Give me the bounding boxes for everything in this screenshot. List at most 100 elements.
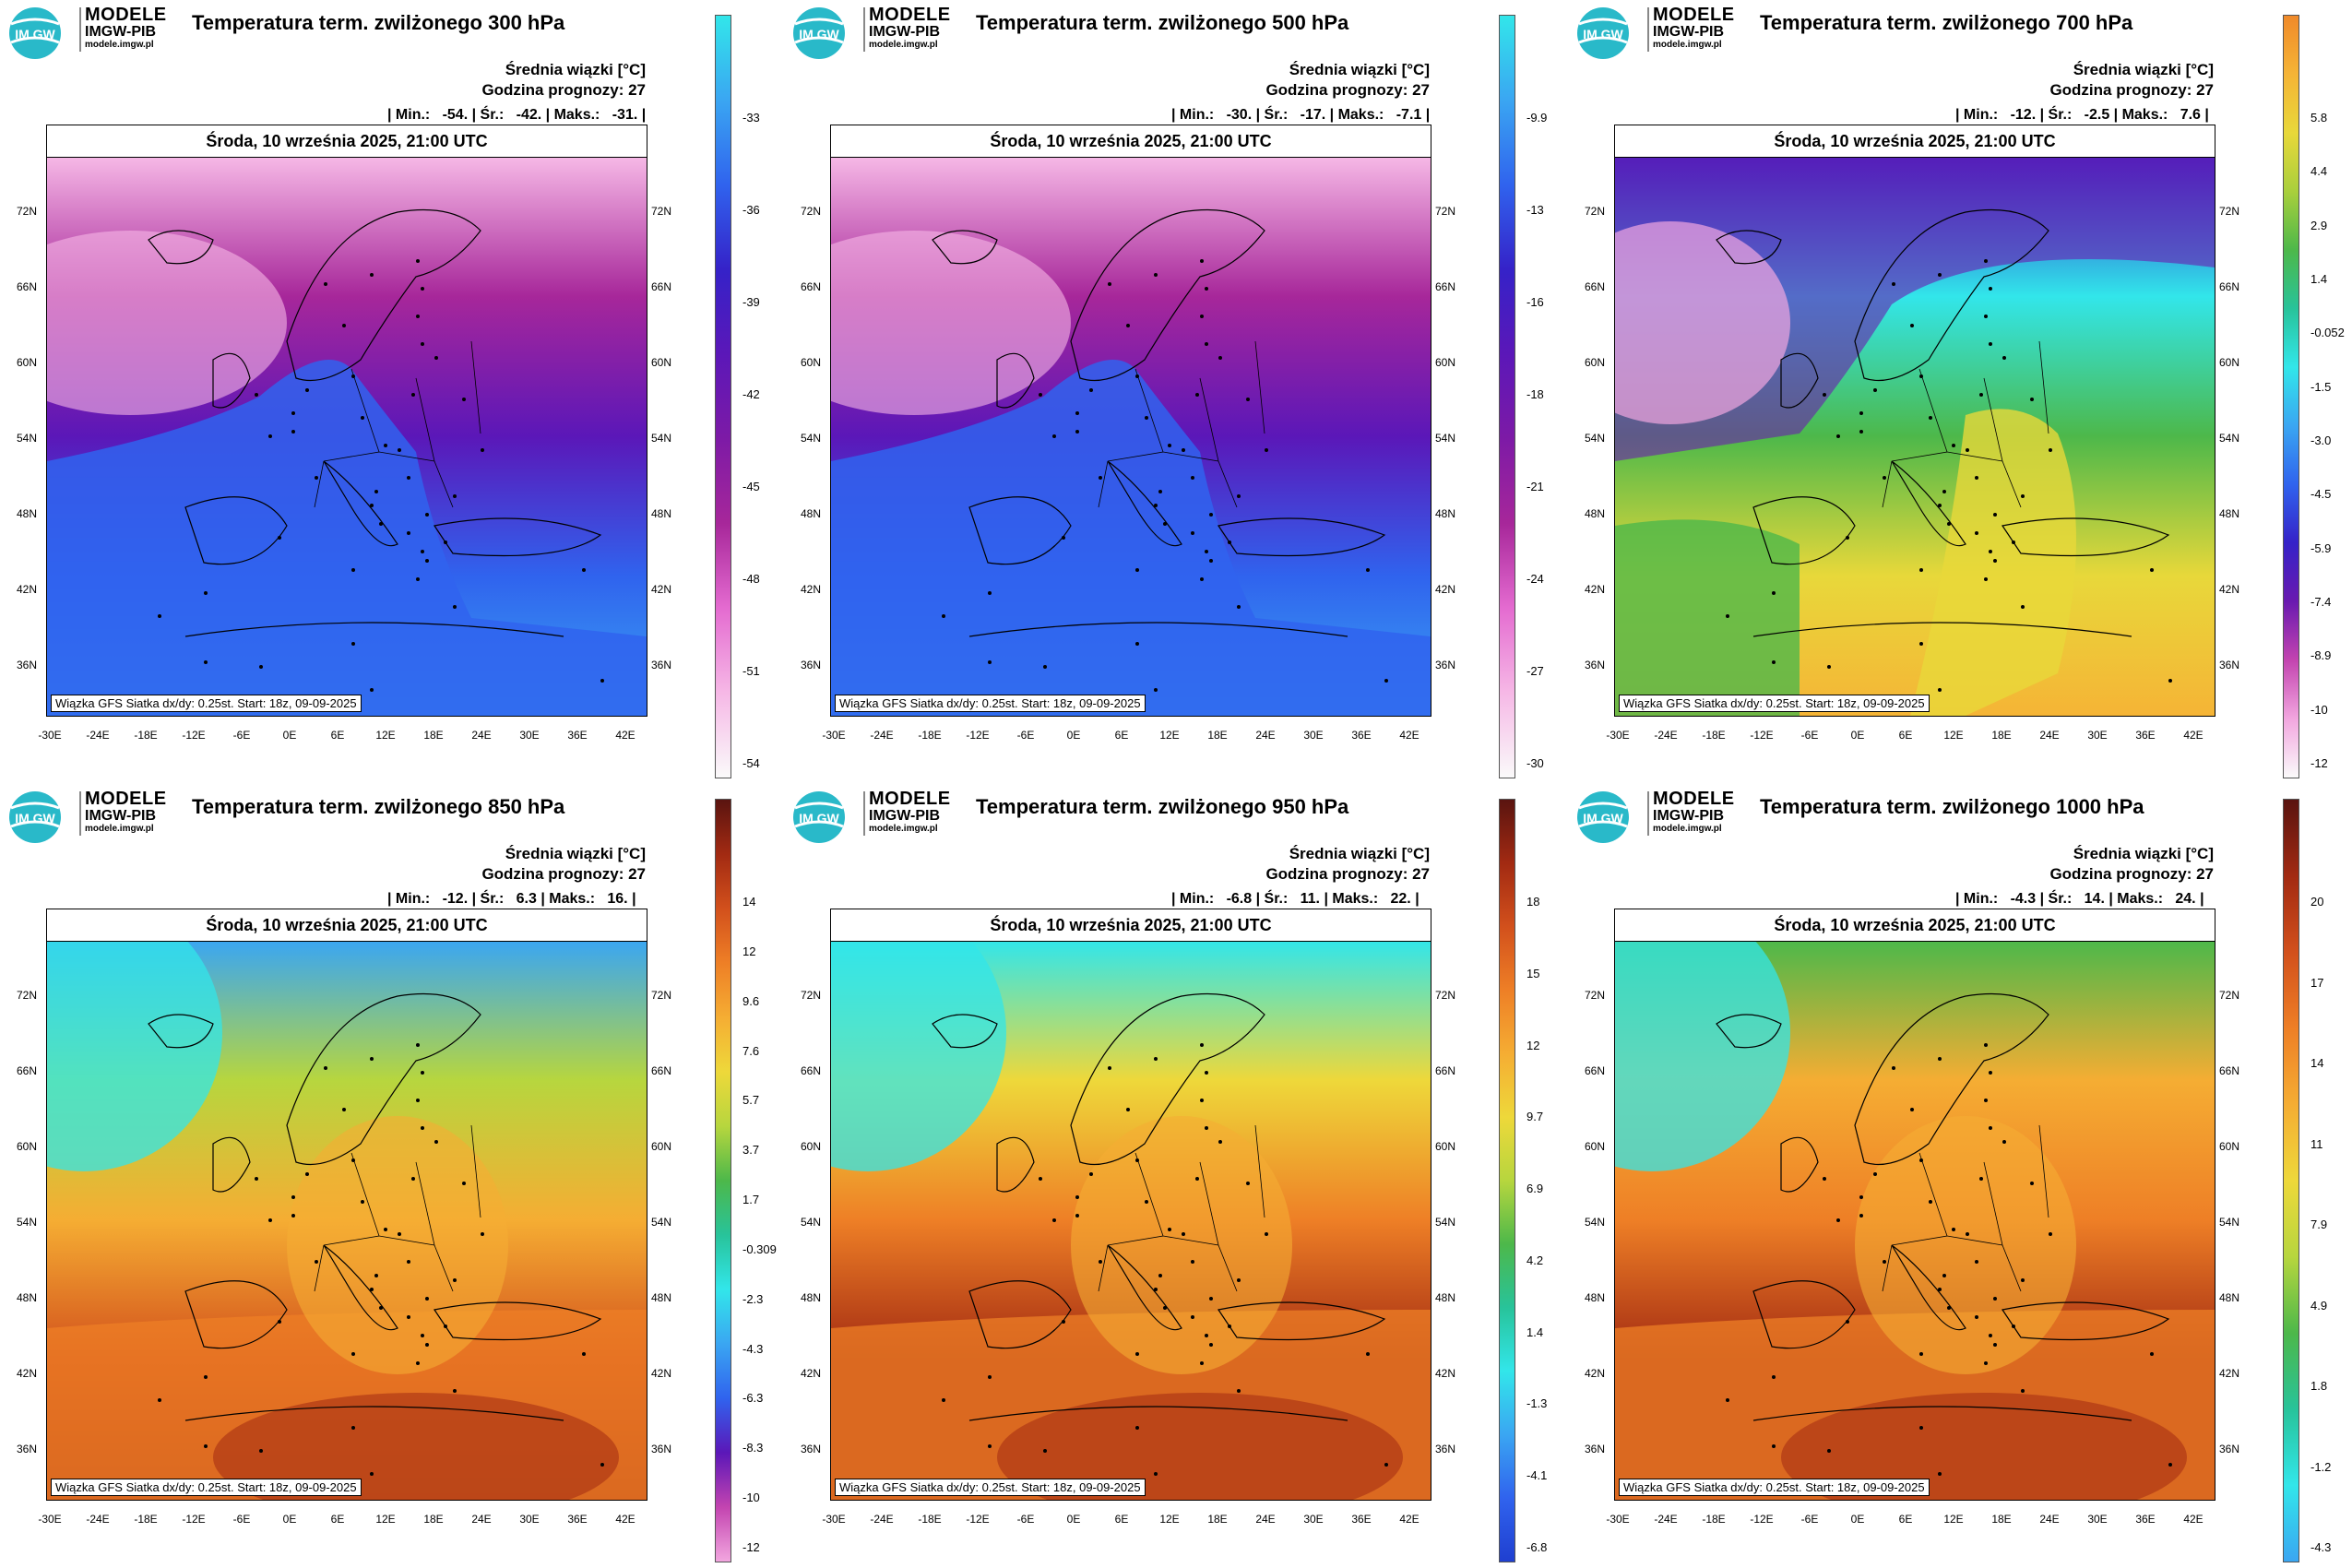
brand-url: modele.imgw.pl — [869, 823, 938, 834]
longitude-label: 6E — [330, 1513, 345, 1526]
city-marker-icon — [1135, 1426, 1139, 1430]
city-marker-icon — [351, 1426, 355, 1430]
latitude-label: 36N — [1585, 659, 1606, 671]
brand-name: MODELE — [85, 5, 167, 25]
city-marker-icon — [1859, 411, 1863, 415]
colorbar-tick-label: -36 — [742, 203, 760, 217]
latitude-label: 36N — [1585, 1443, 1606, 1455]
city-marker-icon — [1191, 1315, 1194, 1319]
city-marker-icon — [1154, 504, 1158, 507]
colorbar-tick-label: -54 — [742, 756, 760, 770]
city-marker-icon — [1237, 494, 1241, 498]
longitude-label: 18E — [1991, 729, 2012, 742]
latitude-label: 54N — [2219, 1216, 2240, 1229]
city-marker-icon — [407, 476, 410, 480]
city-marker-icon — [1246, 1182, 1250, 1185]
brand-name: MODELE — [1653, 789, 1735, 809]
field-stats: | Min.: -30. | Śr.: -17. | Maks.: -7.1 | — [1171, 107, 1431, 123]
colorbar-tick-label: 1.4 — [1526, 1324, 1544, 1339]
latitude-label: 66N — [651, 1064, 672, 1077]
longitude-label: -24E — [86, 1513, 110, 1526]
valid-date: Środa, 10 września 2025, 21:00 UTC — [1615, 909, 2215, 942]
city-marker-icon — [1919, 1426, 1923, 1430]
city-marker-icon — [1075, 411, 1079, 415]
valid-date: Środa, 10 września 2025, 21:00 UTC — [831, 909, 1431, 942]
city-marker-icon — [1089, 388, 1093, 392]
city-marker-icon — [1200, 259, 1204, 263]
longitude-label: 30E — [1303, 729, 1324, 742]
city-marker-icon — [1191, 1260, 1194, 1264]
city-marker-icon — [1859, 430, 1863, 434]
latitude-label: 72N — [651, 989, 672, 1002]
longitude-label: -30E — [38, 1513, 62, 1526]
longitude-label: -24E — [870, 1513, 894, 1526]
city-marker-icon — [384, 444, 387, 447]
city-marker-icon — [1938, 1057, 1942, 1061]
colorbar-tick-label: 2.9 — [2310, 218, 2328, 232]
city-marker-icon — [1195, 1177, 1199, 1181]
city-marker-icon — [453, 1389, 457, 1393]
longitude-label: 0E — [282, 1513, 297, 1526]
latitude-label: 66N — [17, 280, 38, 293]
latitude-label: 60N — [651, 356, 672, 369]
latitude-label: 36N — [17, 659, 38, 671]
colorbar-tick-label: 9.6 — [742, 993, 760, 1008]
city-marker-icon — [1910, 1108, 1914, 1111]
city-marker-icon — [421, 1126, 424, 1130]
city-marker-icon — [1938, 504, 1942, 507]
longitude-label: -18E — [918, 1513, 942, 1526]
city-marker-icon — [425, 1343, 429, 1347]
imgw-logo-icon: IM GW — [793, 791, 845, 843]
brand-org: IMGW-PIB — [85, 808, 156, 824]
latitude-label: 42N — [801, 1367, 822, 1380]
city-marker-icon — [370, 1288, 374, 1291]
city-marker-icon — [434, 1140, 438, 1144]
colorbar-tick-label: -51 — [742, 664, 760, 678]
city-marker-icon — [1205, 1071, 1208, 1075]
brand-name: MODELE — [85, 789, 167, 809]
longitude-label: -24E — [870, 729, 894, 742]
colorbar-tick-label: -12 — [742, 1540, 760, 1554]
latitude-label: 54N — [1585, 1216, 1606, 1229]
colorbar-tick-label: -0.309 — [742, 1241, 777, 1256]
field-stats: | Min.: -6.8 | Śr.: 11. | Maks.: 22. | — [1171, 891, 1420, 907]
city-marker-icon — [1947, 522, 1951, 526]
city-marker-icon — [1384, 679, 1388, 683]
latitude-label: 48N — [801, 507, 822, 520]
brand-block: MODELE IMGW-PIB modele.imgw.pl — [869, 790, 951, 834]
colorbar-tick-label: -10 — [2310, 702, 2328, 717]
city-marker-icon — [1200, 577, 1204, 581]
colorbar-tick-label: 1.4 — [2310, 272, 2328, 286]
latitude-label: 60N — [17, 356, 38, 369]
longitude-label: -12E — [966, 729, 990, 742]
longitude-label: -6E — [1016, 1513, 1035, 1526]
longitude-label: -30E — [38, 729, 62, 742]
longitude-label: 30E — [2087, 1513, 2108, 1526]
city-marker-icon — [1873, 388, 1877, 392]
city-marker-icon — [1108, 1066, 1111, 1070]
city-marker-icon — [351, 568, 355, 572]
city-marker-icon — [324, 1066, 327, 1070]
city-marker-icon — [407, 531, 410, 535]
latitude-label: 36N — [651, 1443, 672, 1455]
latitude-label: 36N — [1435, 1443, 1456, 1455]
city-marker-icon — [1154, 1472, 1158, 1476]
colorbar-tick-label: 1.8 — [2310, 1379, 2328, 1393]
colorbar-tick-label: -4.3 — [2310, 1540, 2332, 1554]
longitude-label: 24E — [471, 729, 492, 742]
city-marker-icon — [421, 1071, 424, 1075]
brand-org: IMGW-PIB — [85, 24, 156, 40]
longitude-label: 36E — [567, 729, 588, 742]
longitude-label: 42E — [615, 729, 636, 742]
longitude-label: 6E — [330, 729, 345, 742]
svg-text:IM GW: IM GW — [15, 811, 55, 826]
brand-divider — [863, 791, 865, 836]
latitude-label: 54N — [801, 1216, 822, 1229]
city-marker-icon — [1075, 430, 1079, 434]
colorbar — [2283, 799, 2299, 1562]
city-marker-icon — [398, 448, 401, 452]
city-marker-icon — [1218, 1140, 1222, 1144]
latitude-label: 42N — [1585, 583, 1606, 596]
panel-850hPa: IM GW MODELE IMGW-PIB modele.imgw.pl Tem… — [0, 784, 784, 1568]
temperature-field — [1615, 941, 2215, 1500]
